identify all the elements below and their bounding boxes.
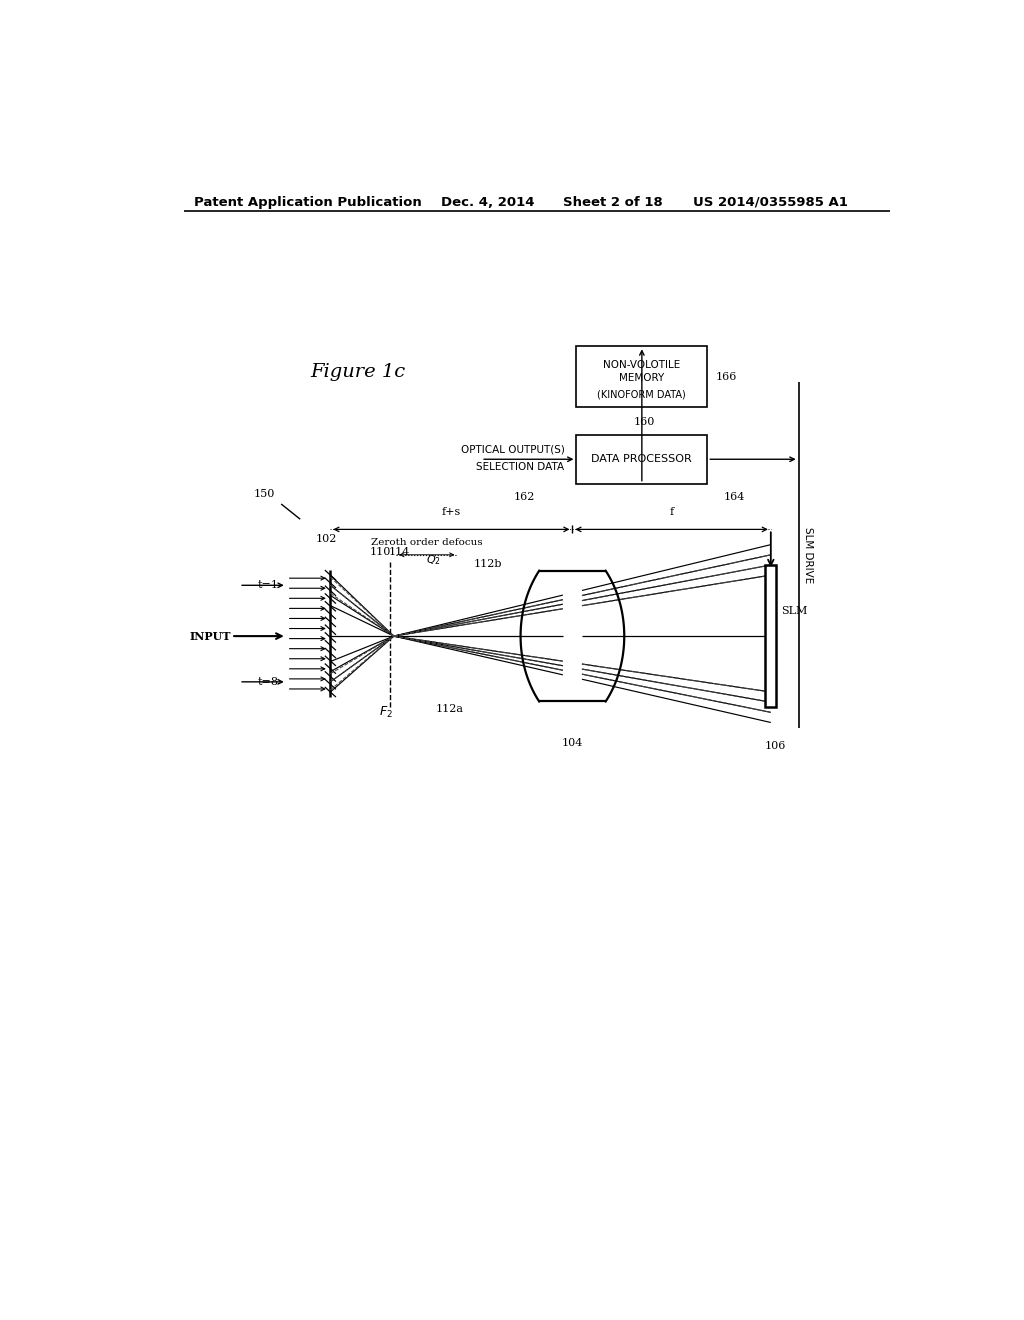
Text: $F_2$: $F_2$ <box>379 705 393 721</box>
Text: 114: 114 <box>389 546 410 557</box>
Text: t=8: t=8 <box>258 677 279 686</box>
Text: 162: 162 <box>514 492 536 502</box>
Text: f+s: f+s <box>441 507 461 517</box>
Text: 166: 166 <box>715 372 736 381</box>
Text: 110: 110 <box>370 546 391 557</box>
Text: $Q_2$: $Q_2$ <box>426 553 441 566</box>
Text: Patent Application Publication: Patent Application Publication <box>194 195 422 209</box>
Text: MEMORY: MEMORY <box>620 374 665 383</box>
Text: Dec. 4, 2014: Dec. 4, 2014 <box>441 195 535 209</box>
Text: SELECTION DATA: SELECTION DATA <box>476 462 564 473</box>
Text: Zeroth order defocus: Zeroth order defocus <box>371 537 482 546</box>
Bar <box>577 346 708 408</box>
Text: 160: 160 <box>634 417 655 426</box>
Text: 104: 104 <box>562 738 583 748</box>
Text: US 2014/0355985 A1: US 2014/0355985 A1 <box>693 195 848 209</box>
Text: 150: 150 <box>254 488 274 499</box>
Text: (KINOFORM DATA): (KINOFORM DATA) <box>597 389 686 399</box>
Text: 102: 102 <box>315 535 337 544</box>
Bar <box>577 434 708 483</box>
Text: SLM DRIVE: SLM DRIVE <box>803 527 813 583</box>
Text: 112b: 112b <box>473 558 502 569</box>
Text: NON-VOLOTILE: NON-VOLOTILE <box>603 360 681 370</box>
Text: t=1: t=1 <box>258 581 279 590</box>
Text: OPTICAL OUTPUT(S): OPTICAL OUTPUT(S) <box>461 444 564 454</box>
Text: 112a: 112a <box>436 705 464 714</box>
Text: 106: 106 <box>765 741 785 751</box>
Text: DATA PROCESSOR: DATA PROCESSOR <box>592 454 692 465</box>
Text: f: f <box>670 507 674 517</box>
Text: Figure 1c: Figure 1c <box>310 363 406 381</box>
Bar <box>765 565 776 708</box>
Text: SLM: SLM <box>781 606 808 615</box>
Text: 164: 164 <box>723 492 744 502</box>
Text: Sheet 2 of 18: Sheet 2 of 18 <box>563 195 663 209</box>
Text: INPUT: INPUT <box>189 631 231 642</box>
